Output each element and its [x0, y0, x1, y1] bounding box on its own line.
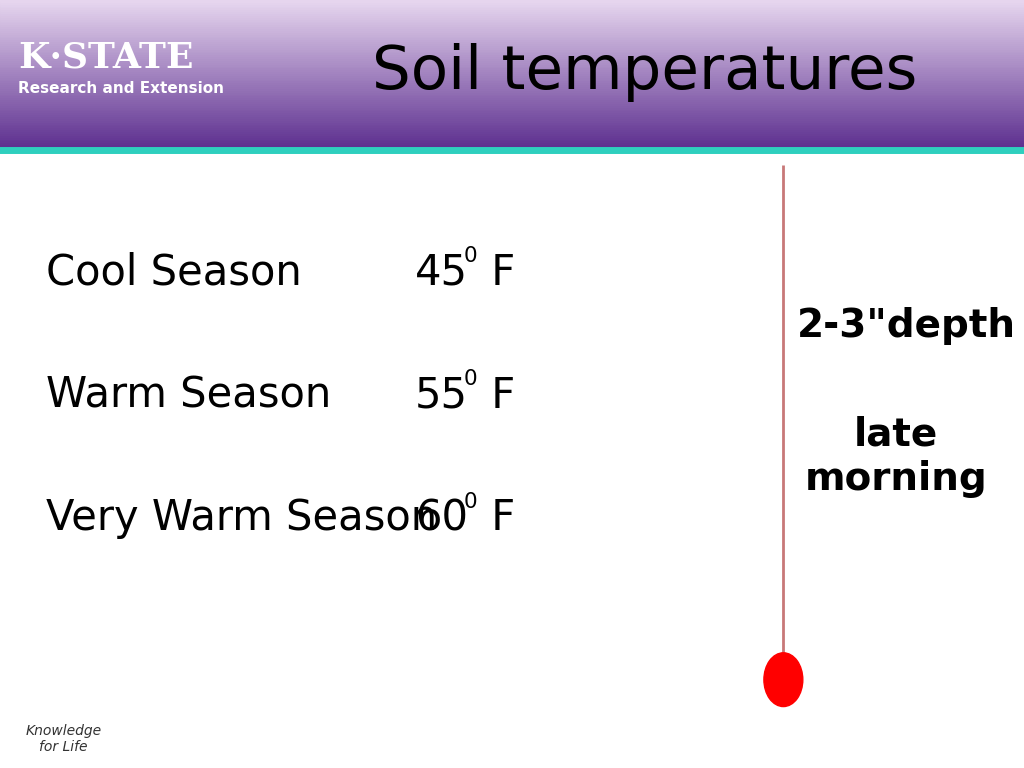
Bar — [0, 108, 1024, 111]
Bar — [0, 121, 1024, 124]
Bar — [0, 120, 1024, 121]
Bar — [0, 58, 1024, 60]
Text: F: F — [478, 252, 515, 293]
Bar — [0, 131, 1024, 133]
Bar — [0, 28, 1024, 30]
Bar — [0, 48, 1024, 51]
Text: 0: 0 — [464, 246, 477, 266]
Bar — [0, 15, 1024, 17]
Bar — [0, 148, 1024, 150]
Bar — [0, 13, 1024, 15]
Bar — [0, 45, 1024, 47]
Bar — [0, 111, 1024, 112]
Bar — [0, 116, 1024, 118]
Text: K·STATE: K·STATE — [18, 41, 194, 74]
Bar — [0, 86, 1024, 88]
Text: Warm Season: Warm Season — [46, 375, 332, 416]
Bar — [0, 21, 1024, 22]
Bar — [0, 142, 1024, 144]
Bar — [0, 146, 1024, 148]
Bar — [0, 101, 1024, 103]
Bar — [0, 127, 1024, 129]
Bar — [0, 95, 1024, 98]
Bar — [0, 55, 1024, 56]
Bar — [0, 90, 1024, 91]
Bar — [0, 103, 1024, 105]
Bar — [0, 17, 1024, 18]
Bar — [0, 107, 1024, 108]
Bar — [0, 0, 1024, 2]
Bar — [0, 30, 1024, 31]
Text: F: F — [478, 498, 515, 539]
Bar — [0, 8, 1024, 9]
Bar — [0, 98, 1024, 99]
Bar — [0, 82, 1024, 84]
Bar — [0, 129, 1024, 131]
Bar — [0, 22, 1024, 25]
Bar — [0, 39, 1024, 41]
Text: 55: 55 — [415, 375, 468, 416]
Bar — [0, 75, 1024, 77]
Bar — [0, 144, 1024, 146]
Bar — [0, 125, 1024, 127]
Bar — [0, 5, 1024, 8]
Bar — [0, 64, 1024, 65]
Text: Research and Extension: Research and Extension — [18, 81, 224, 96]
Text: 2-3"depth: 2-3"depth — [797, 307, 1016, 346]
Bar — [0, 31, 1024, 34]
Bar — [0, 135, 1024, 137]
Text: late
morning: late morning — [805, 416, 987, 498]
Text: Cool Season: Cool Season — [46, 252, 302, 293]
Text: 45: 45 — [415, 252, 468, 293]
Bar — [0, 77, 1024, 78]
Bar — [0, 52, 1024, 55]
Bar — [0, 114, 1024, 116]
Bar — [0, 78, 1024, 81]
Text: Very Warm Season: Very Warm Season — [46, 498, 437, 539]
Bar — [0, 9, 1024, 12]
Bar — [0, 69, 1024, 71]
Bar — [0, 99, 1024, 101]
Bar — [0, 26, 1024, 28]
Bar — [0, 138, 1024, 141]
Bar — [0, 25, 1024, 26]
Bar — [0, 141, 1024, 142]
Bar — [0, 137, 1024, 138]
Bar — [0, 4, 1024, 5]
Text: Knowledge
for Life: Knowledge for Life — [26, 723, 101, 754]
Bar — [0, 18, 1024, 21]
Bar — [0, 65, 1024, 68]
Bar — [0, 41, 1024, 43]
Text: 0: 0 — [464, 492, 477, 511]
Bar — [0, 12, 1024, 13]
Bar — [0, 68, 1024, 69]
Bar — [0, 91, 1024, 94]
Bar — [0, 124, 1024, 125]
Bar — [0, 61, 1024, 64]
Bar — [0, 51, 1024, 52]
Bar — [0, 43, 1024, 45]
Text: F: F — [478, 375, 515, 416]
Bar — [0, 56, 1024, 58]
Bar — [0, 60, 1024, 61]
Bar — [0, 81, 1024, 82]
Bar — [0, 2, 1024, 4]
Bar — [0, 112, 1024, 114]
Bar — [0, 47, 1024, 48]
Bar — [0, 118, 1024, 120]
Bar — [0, 35, 1024, 38]
Text: 0: 0 — [464, 369, 477, 389]
Bar — [0, 34, 1024, 35]
Bar — [0, 73, 1024, 75]
Bar — [0, 94, 1024, 95]
Bar — [0, 88, 1024, 90]
Text: Soil temperatures: Soil temperatures — [373, 44, 918, 102]
Ellipse shape — [764, 653, 803, 707]
Bar — [0, 71, 1024, 73]
Bar — [0, 84, 1024, 86]
Bar — [0, 38, 1024, 39]
Bar — [0, 105, 1024, 107]
Text: 60: 60 — [415, 498, 468, 539]
Bar — [0, 133, 1024, 135]
